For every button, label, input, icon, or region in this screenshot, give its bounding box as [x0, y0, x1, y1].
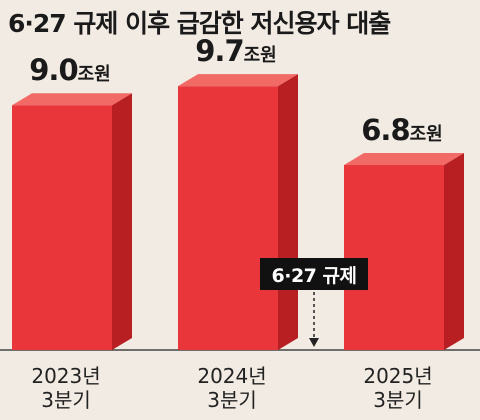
annotation-pointer-arrowhead	[309, 338, 319, 347]
value-unit-1: 조원	[77, 64, 111, 86]
bar-top-3	[344, 153, 464, 166]
value-label-3: 6.8조원	[361, 113, 443, 147]
category-year-3: 2025년	[363, 364, 433, 388]
chart-title: 6·27 규제 이후 급감한 저신용자 대출	[8, 9, 391, 38]
bar-top-1	[12, 93, 132, 106]
value-unit-3: 조원	[409, 124, 443, 146]
bar-side-3	[444, 153, 464, 350]
category-quarter-2: 3분기	[207, 388, 257, 412]
bar-side-2	[278, 74, 298, 350]
category-year-1: 2023년	[31, 364, 101, 388]
bar-front-3	[344, 165, 444, 350]
bar-front-2	[178, 86, 278, 350]
value-number-3: 6.8	[361, 113, 410, 148]
regulation-annotation-label: 6·27 규제	[260, 258, 368, 290]
value-number-2: 9.7	[195, 34, 244, 69]
category-label-1: 2023년 3분기	[31, 364, 100, 412]
value-unit-2: 조원	[243, 45, 277, 67]
category-label-3: 2025년 3분기	[363, 364, 432, 412]
category-year-2: 2024년	[197, 364, 267, 388]
bar-front-1	[12, 105, 112, 350]
value-number-1: 9.0	[29, 53, 78, 88]
bar-top-2	[178, 74, 298, 87]
value-label-2: 9.7조원	[195, 34, 277, 68]
category-quarter-3: 3분기	[373, 388, 423, 412]
category-label-2: 2024년 3분기	[197, 364, 266, 412]
category-quarter-1: 3분기	[41, 388, 91, 412]
value-label-1: 9.0조원	[29, 53, 111, 87]
bar-side-1	[112, 93, 132, 350]
